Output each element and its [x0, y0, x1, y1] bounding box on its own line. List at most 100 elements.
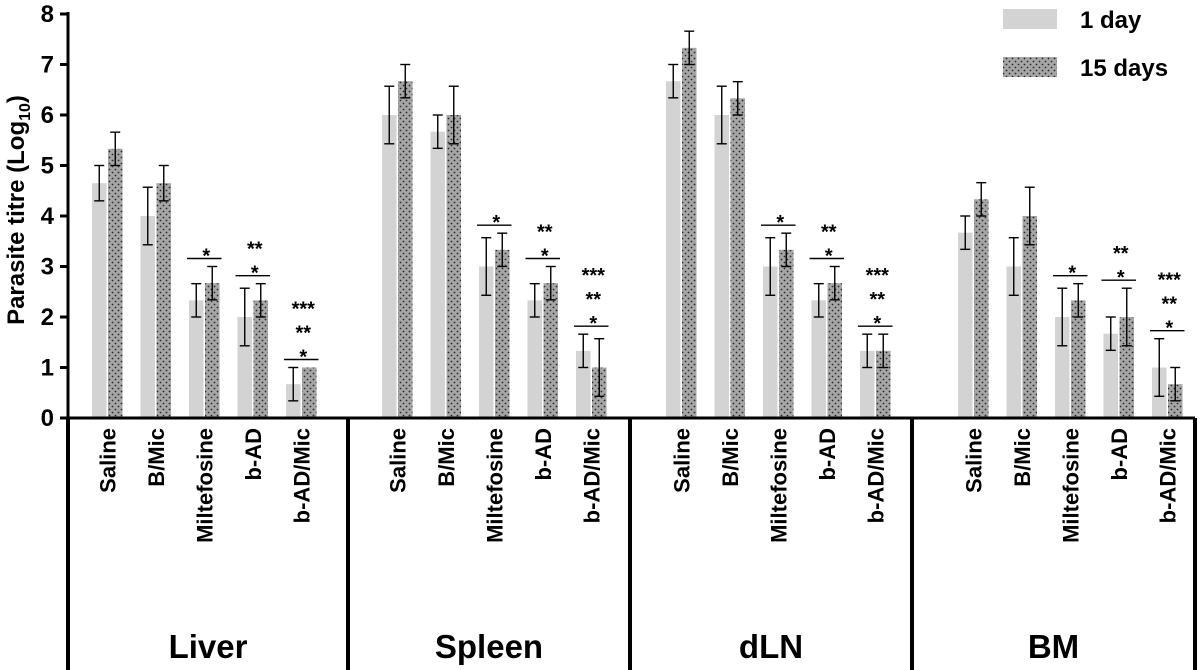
bar-spleen-saline-15-days — [398, 81, 413, 418]
group-label-liver: Liver — [169, 628, 248, 665]
significance-stars: ** — [247, 239, 263, 261]
bar-dln-miltefosine-15-days — [779, 249, 794, 418]
bar-dln-b-ad-15-days — [827, 283, 842, 418]
bar-liver-saline-15-days — [108, 148, 123, 418]
legend: 1 day 15 days — [1003, 7, 1168, 82]
bar-liver-b-ad-mic-15-days — [302, 367, 317, 418]
bar-spleen-miltefosine-1-day — [479, 266, 494, 418]
bar-dln-saline-1-day — [666, 81, 681, 418]
legend-swatch-15-days — [1003, 57, 1057, 77]
y-tick-label: 5 — [41, 153, 54, 180]
significance-stars: * — [825, 246, 833, 268]
category-label-b-mic: B/Mic — [1010, 428, 1035, 487]
bars-layer — [92, 30, 1183, 419]
category-label-b-mic: B/Mic — [144, 428, 169, 487]
significance-stars: * — [1117, 267, 1125, 289]
category-label-b-mic: B/Mic — [718, 428, 743, 487]
bar-spleen-saline-1-day — [382, 115, 397, 418]
category-label-b-mic: B/Mic — [434, 428, 459, 487]
bar-dln-miltefosine-1-day — [763, 266, 778, 418]
bar-dln-b-mic-15-days — [730, 98, 745, 419]
category-label-miltefosine: Miltefosine — [193, 428, 218, 543]
bar-spleen-miltefosine-15-days — [495, 249, 510, 418]
bar-liver-miltefosine-15-days — [205, 283, 220, 418]
bar-bm-b-ad-1-day — [1103, 333, 1118, 418]
x-axis: Liver Saline B/Mic Miltefosine b-AD b-AD/Mic S… — [66, 416, 1197, 670]
significance-annotations: ****************************** * ********* — [187, 212, 1185, 369]
legend-swatch-1-day — [1003, 9, 1057, 29]
bar-liver-b-mic-1-day — [140, 216, 155, 418]
bar-dln-saline-15-days — [682, 47, 697, 419]
bar-spleen-b-ad-1-day — [527, 300, 542, 418]
significance-stars: *** — [582, 265, 606, 287]
significance-stars: * — [202, 246, 210, 268]
bar-spleen-b-ad-15-days — [543, 283, 558, 418]
bar-spleen-b-mic-15-days — [446, 115, 461, 418]
category-label-b-ad: b-AD — [531, 428, 556, 481]
bar-bm-b-mic-15-days — [1022, 216, 1037, 418]
y-tick-label: 0 — [41, 405, 54, 432]
significance-stars: * — [251, 263, 259, 285]
category-label-b-ad-mic: b-AD/Mic — [290, 428, 315, 523]
group-label-spleen: Spleen — [435, 628, 543, 665]
bar-liver-saline-1-day — [92, 183, 107, 418]
significance-stars: * — [541, 246, 549, 268]
y-tick-label: 8 — [41, 1, 54, 28]
significance-stars: ** — [585, 289, 601, 311]
category-label-b-ad: b-AD — [1107, 428, 1132, 481]
category-label-miltefosine: Miltefosine — [483, 428, 508, 543]
significance-stars: * — [589, 313, 597, 335]
significance-stars: ** — [1113, 243, 1129, 265]
legend-label-1-day: 1 day — [1080, 7, 1142, 34]
y-axis-label: Parasite titre (Log10) — [3, 95, 34, 325]
significance-stars: ** — [821, 222, 837, 244]
category-label-b-ad: b-AD — [815, 428, 840, 481]
category-label-b-ad: b-AD — [241, 428, 266, 481]
category-label-b-ad-mic: b-AD/Mic — [580, 428, 605, 523]
bar-bm-miltefosine-15-days — [1071, 300, 1086, 418]
significance-stars: * — [299, 347, 307, 369]
significance-stars: * — [873, 313, 881, 335]
bar-bm-miltefosine-1-day — [1055, 317, 1070, 418]
category-label-miltefosine: Miltefosine — [1059, 428, 1084, 543]
y-tick-label: 3 — [41, 254, 54, 281]
bar-dln-b-ad-1-day — [811, 300, 826, 418]
bar-dln-b-mic-1-day — [714, 115, 729, 418]
significance-stars: * — [1068, 263, 1076, 285]
significance-stars: *** — [866, 265, 890, 287]
category-label-saline: Saline — [962, 428, 987, 493]
category-label-saline: Saline — [386, 428, 411, 493]
group-label-bm: BM — [1028, 628, 1079, 665]
category-label-miltefosine: Miltefosine — [767, 428, 792, 543]
significance-stars: * — [492, 212, 500, 234]
significance-stars: *** — [292, 299, 316, 321]
y-tick-label: 7 — [41, 52, 54, 79]
significance-stars: ** — [295, 323, 311, 345]
legend-label-15-days: 15 days — [1080, 55, 1168, 82]
y-tick-label: 6 — [41, 102, 54, 129]
y-axis: 0 1 2 3 4 5 6 7 8 — [41, 1, 70, 432]
significance-stars: * — [776, 212, 784, 234]
significance-stars: ** — [537, 222, 553, 244]
significance-stars: *** — [1158, 270, 1182, 292]
category-label-b-ad-mic: b-AD/Mic — [864, 428, 889, 523]
category-label-saline: Saline — [670, 428, 695, 493]
significance-stars: ** — [1161, 294, 1177, 316]
y-tick-label: 2 — [41, 304, 54, 331]
bar-liver-b-ad-15-days — [253, 300, 268, 418]
bar-liver-miltefosine-1-day — [189, 300, 204, 418]
group-label-dln: dLN — [739, 628, 803, 665]
y-tick-label: 1 — [41, 355, 54, 382]
category-label-saline: Saline — [96, 428, 121, 493]
bar-bm-saline-15-days — [974, 199, 989, 418]
significance-stars: ** — [869, 289, 885, 311]
bar-liver-b-ad-1-day — [237, 317, 252, 418]
bar-liver-b-mic-15-days — [156, 183, 171, 418]
significance-stars: * — [1165, 318, 1173, 340]
bar-bm-saline-1-day — [958, 232, 973, 418]
bar-bm-b-ad-15-days — [1119, 317, 1134, 418]
y-tick-label: 4 — [41, 203, 55, 230]
bar-bm-b-mic-1-day — [1006, 266, 1021, 418]
bar-spleen-b-mic-1-day — [430, 131, 445, 419]
